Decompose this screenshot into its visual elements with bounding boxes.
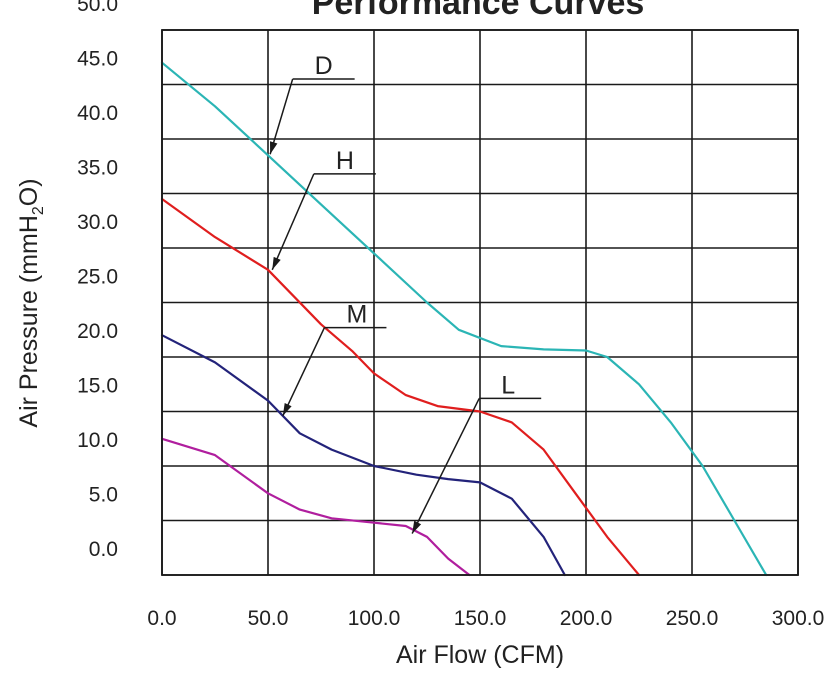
annotation-arrowhead (272, 256, 281, 270)
y-tick-label: 50.0 (77, 0, 118, 16)
y-tick-label: 15.0 (77, 375, 118, 398)
x-tick-label: 250.0 (666, 607, 719, 630)
annotation-label-l: L (501, 371, 515, 399)
y-axis-label-subscript: 2 (30, 206, 47, 215)
annotation-leader-line (282, 327, 326, 417)
x-tick-label: 0.0 (147, 607, 176, 630)
annotation-leader-line (271, 173, 315, 271)
series-line-d (160, 61, 768, 577)
series-line-m (160, 334, 566, 577)
annotation-arrowhead (270, 141, 278, 155)
series-line-h (160, 197, 641, 577)
y-tick-label: 40.0 (77, 102, 118, 125)
annotation-arrowhead (412, 520, 422, 534)
x-tick-label: 300.0 (772, 607, 825, 630)
annotation-label-h: H (336, 147, 354, 175)
x-tick-labels: 0.0 50.0 100.0 150.0 200.0 250.0 300.0 (147, 607, 824, 630)
y-tick-label: 10.0 (77, 429, 118, 452)
annotation-leader-line (269, 78, 294, 155)
y-axis-label-main: Air Pressure (mmH (15, 215, 43, 428)
y-tick-label: 30.0 (77, 211, 118, 234)
y-tick-label: 45.0 (77, 48, 118, 71)
grid-lines (161, 29, 799, 576)
y-axis-label: Air Pressure (mmH2O) (15, 178, 47, 427)
x-tick-label: 100.0 (348, 607, 401, 630)
annotation-label-m: M (346, 301, 367, 329)
annotation-label-d: D (315, 52, 333, 80)
y-tick-label: 5.0 (89, 484, 118, 507)
x-tick-label: 50.0 (248, 607, 289, 630)
x-tick-label: 200.0 (560, 607, 613, 630)
series-line-l (160, 437, 471, 577)
y-tick-labels: 0.0 5.0 10.0 15.0 20.0 25.0 30.0 35.0 40.0 45.0 50… (77, 0, 118, 561)
y-tick-label: 35.0 (77, 157, 118, 180)
y-tick-label: 20.0 (77, 320, 118, 343)
series-lines (160, 61, 768, 577)
plot-frame (161, 29, 799, 576)
y-tick-label: 0.0 (89, 538, 118, 561)
annotation-arrowhead (282, 403, 292, 416)
y-tick-label: 25.0 (77, 266, 118, 289)
y-axis-label-end: O) (15, 178, 43, 206)
chart-title: Performance Curves (312, 0, 645, 22)
x-axis-label: Air Flow (CFM) (396, 641, 564, 669)
annotation-leader-line (411, 398, 480, 534)
x-tick-label: 150.0 (454, 607, 507, 630)
curve-annotations: D H M L (269, 52, 542, 534)
